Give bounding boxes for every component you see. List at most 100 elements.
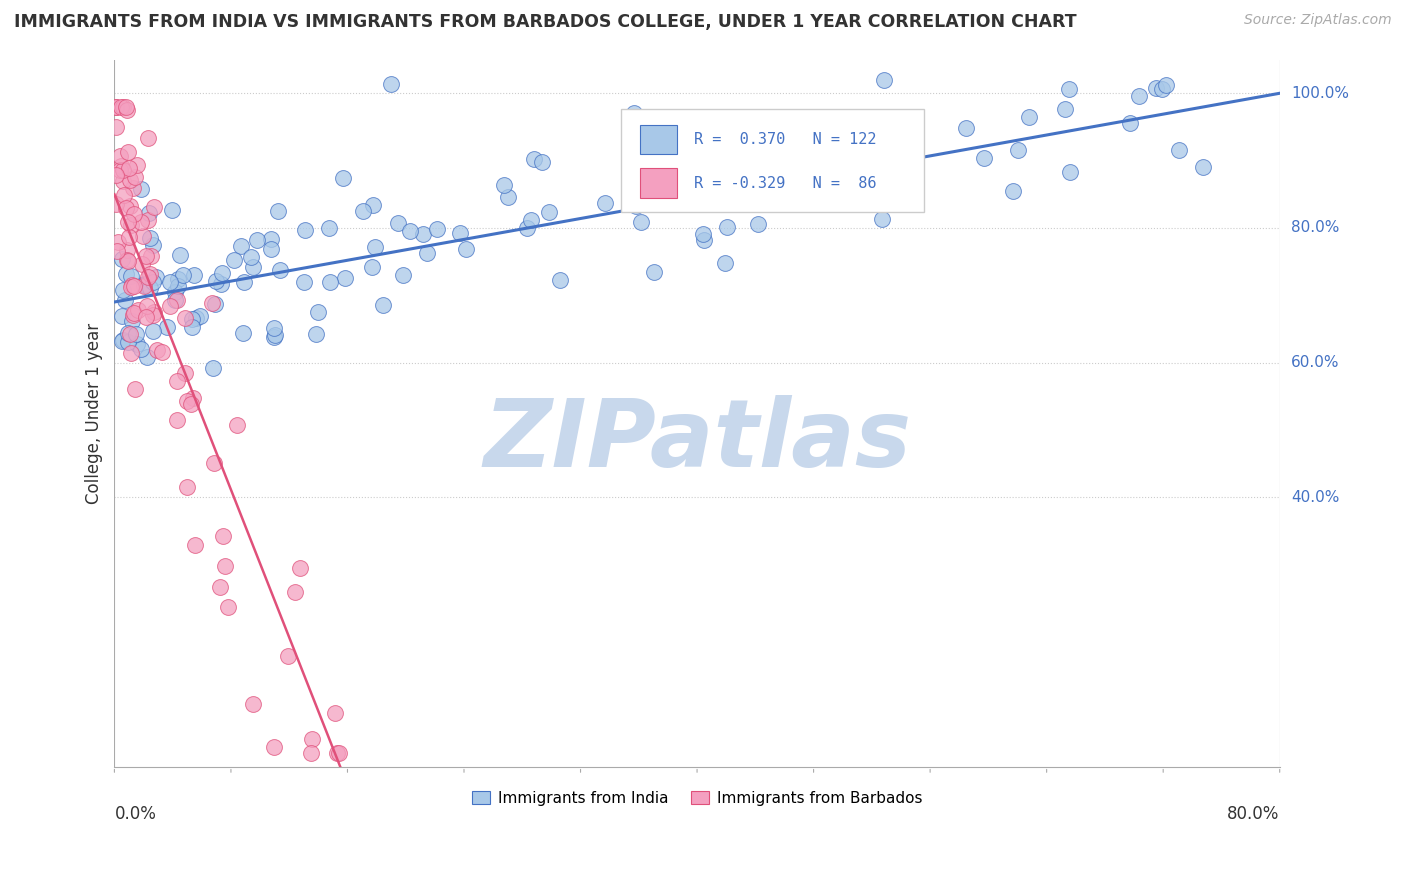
Point [318,220,340,235]
Point [176,394,198,409]
Point [789,141,811,155]
Point [1001,184,1024,198]
Point [1018,111,1040,125]
Point [124,169,146,184]
Point [115,100,138,114]
Point [1128,89,1150,103]
Point [1059,82,1081,96]
Point [643,264,665,278]
Point [111,174,134,188]
Point [172,268,194,282]
Point [263,739,285,754]
Point [131,257,153,271]
Point [121,278,143,293]
Point [110,159,132,173]
Point [1146,81,1168,95]
Point [531,154,554,169]
Point [127,302,149,317]
Legend: Immigrants from India, Immigrants from Barbados: Immigrants from India, Immigrants from B… [465,785,928,812]
Point [111,283,134,297]
Point [364,240,387,254]
Point [139,281,162,295]
Point [121,314,143,328]
Point [240,250,263,264]
Point [323,706,346,720]
Point [624,199,647,213]
Point [167,279,190,293]
Point [415,246,437,260]
Point [105,100,128,114]
Point [373,298,395,312]
Point [132,277,155,291]
Point [208,580,231,594]
Text: R = -0.329   N =  86: R = -0.329 N = 86 [693,176,876,191]
Point [731,165,754,179]
Point [111,334,134,348]
Point [156,319,179,334]
Point [141,275,163,289]
Point [125,326,148,341]
Point [872,211,894,226]
Point [139,231,162,245]
Point [120,326,142,341]
Point [229,239,252,253]
Point [537,205,560,219]
Point [294,223,316,237]
Point [181,320,204,334]
Point [166,293,188,307]
Point [307,305,329,319]
Point [139,249,162,263]
Point [135,310,157,324]
Point [1007,143,1029,157]
Text: 40.0%: 40.0% [1291,490,1339,505]
Point [181,391,204,405]
Point [129,182,152,196]
Point [955,121,977,136]
Point [1154,78,1177,92]
Point [129,343,152,357]
Point [692,227,714,241]
Point [1059,165,1081,179]
Point [120,218,142,232]
Point [120,345,142,359]
Point [593,195,616,210]
Text: 60.0%: 60.0% [1291,355,1340,370]
Point [115,244,138,258]
Point [209,277,232,292]
Point [121,180,143,194]
Point [117,335,139,350]
Point [190,310,212,324]
Point [120,172,142,186]
Point [124,382,146,396]
Point [264,328,287,343]
Point [225,418,247,433]
FancyBboxPatch shape [640,125,678,154]
Point [111,309,134,323]
FancyBboxPatch shape [621,109,924,211]
Point [204,274,226,288]
Text: Source: ZipAtlas.com: Source: ZipAtlas.com [1244,13,1392,28]
Point [146,343,169,358]
Text: 80.0%: 80.0% [1291,220,1339,235]
Point [111,334,134,348]
Point [143,200,166,214]
FancyBboxPatch shape [640,169,678,198]
Point [516,220,538,235]
Point [277,649,299,664]
Point [716,188,738,202]
Point [107,235,129,249]
Point [122,278,145,293]
Point [716,220,738,235]
Point [132,229,155,244]
Point [267,204,290,219]
Point [163,285,186,300]
Point [214,558,236,573]
Point [290,561,312,575]
Point [454,242,477,256]
Point [246,233,269,247]
Point [747,217,769,231]
Point [242,697,264,711]
Point [332,171,354,186]
Point [105,244,128,258]
Point [120,280,142,294]
